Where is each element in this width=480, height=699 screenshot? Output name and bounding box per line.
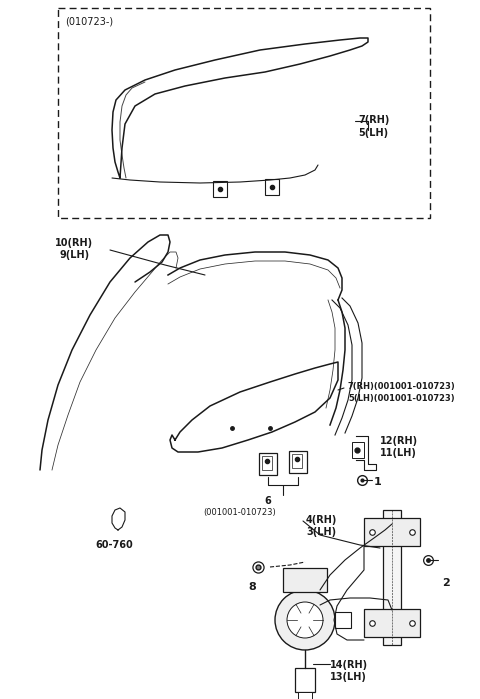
Text: 7(RH)(001001-010723): 7(RH)(001001-010723) (348, 382, 456, 391)
Text: (010723-): (010723-) (65, 16, 113, 26)
Bar (298, 692, 312, 699)
Bar (352, 442, 364, 458)
Text: 60-760: 60-760 (95, 540, 133, 550)
Bar (58, 8, 430, 218)
Text: 14(RH): 14(RH) (330, 660, 368, 670)
Text: 10(RH): 10(RH) (55, 238, 93, 248)
Text: 6: 6 (264, 496, 271, 506)
Bar (295, 668, 315, 692)
Bar (283, 568, 327, 592)
Bar (265, 179, 279, 195)
Bar (213, 181, 227, 197)
Text: 13(LH): 13(LH) (330, 672, 367, 682)
Text: 9(LH): 9(LH) (60, 250, 90, 260)
Text: 5(LH): 5(LH) (358, 128, 388, 138)
Circle shape (275, 590, 335, 650)
Bar (259, 453, 277, 475)
Bar (262, 456, 272, 470)
Bar (335, 612, 351, 628)
Text: 1: 1 (374, 477, 382, 487)
Bar (364, 609, 420, 637)
Bar (364, 518, 420, 546)
Text: 11(LH): 11(LH) (380, 448, 417, 458)
Circle shape (287, 602, 323, 638)
Text: 12(RH): 12(RH) (380, 436, 418, 446)
Text: 2: 2 (442, 578, 450, 588)
Bar (292, 454, 302, 468)
Text: 7(RH): 7(RH) (358, 115, 389, 125)
Text: 8: 8 (248, 582, 256, 592)
Text: 5(LH)(001001-010723): 5(LH)(001001-010723) (348, 394, 455, 403)
Text: (001001-010723): (001001-010723) (204, 508, 276, 517)
Bar (289, 451, 307, 473)
Text: 3(LH): 3(LH) (306, 527, 336, 537)
Bar (383, 510, 401, 645)
Text: 4(RH): 4(RH) (306, 515, 337, 525)
